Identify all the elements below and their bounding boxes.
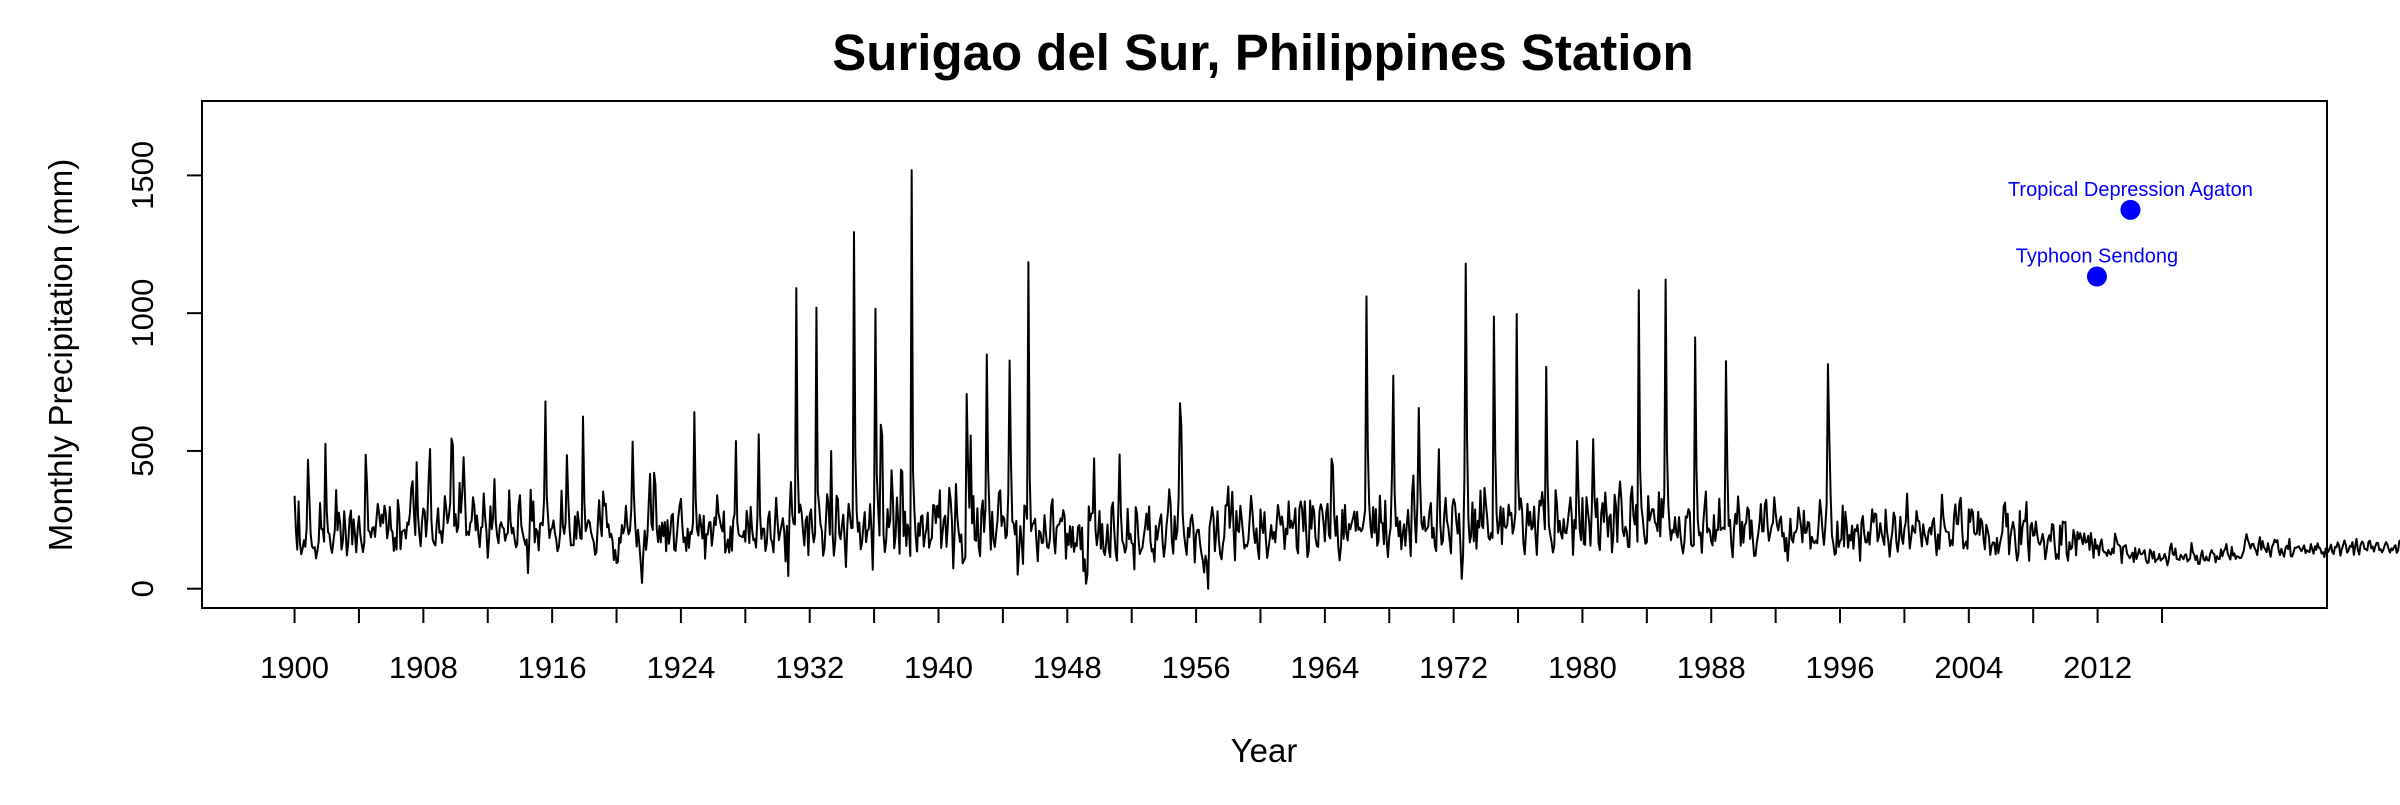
- annotation-point: [2120, 199, 2141, 220]
- x-tick-label: 2012: [2063, 650, 2132, 685]
- x-tick-label: 1940: [904, 650, 973, 685]
- x-tick-label: 1988: [1677, 650, 1746, 685]
- x-axis: 1900 1908 1916 1924 1932 1940 1948 1956 1964 1972…: [260, 607, 2163, 685]
- x-tick-label: 1956: [1162, 650, 1231, 685]
- y-tick-label: 500: [125, 425, 160, 477]
- y-axis-label: Monthly Precipitation (mm): [42, 159, 79, 551]
- x-tick-label: 1980: [1548, 650, 1617, 685]
- x-tick-label: 1908: [389, 650, 458, 685]
- annotations: Typhoon Sendong Tropical Depression Agato…: [2008, 179, 2253, 287]
- x-tick-label: 1916: [518, 650, 587, 685]
- annotation-label: Typhoon Sendong: [2016, 246, 2178, 268]
- precipitation-series-line: [293, 169, 2400, 590]
- x-tick-label: 1972: [1419, 650, 1488, 685]
- x-tick-label: 2004: [1934, 650, 2003, 685]
- annotation-point: [2086, 266, 2107, 287]
- x-tick-label: 1924: [646, 650, 715, 685]
- x-tick-label: 1932: [775, 650, 844, 685]
- y-axis: 0 500 1000 1500: [125, 141, 202, 597]
- x-tick-label: 1900: [260, 650, 329, 685]
- x-tick-label: 1996: [1806, 650, 1875, 685]
- x-axis-label: Year: [1231, 732, 1298, 769]
- y-tick-label: 1500: [125, 141, 160, 210]
- x-tick-label: 1964: [1290, 650, 1359, 685]
- y-tick-label: 1000: [125, 279, 160, 348]
- plot-area: [293, 169, 2400, 590]
- y-tick-label: 0: [125, 580, 160, 597]
- annotation-label: Tropical Depression Agaton: [2008, 179, 2253, 201]
- chart-title: Surigao del Sur, Philippines Station: [832, 24, 1693, 81]
- x-tick-label: 1948: [1033, 650, 1102, 685]
